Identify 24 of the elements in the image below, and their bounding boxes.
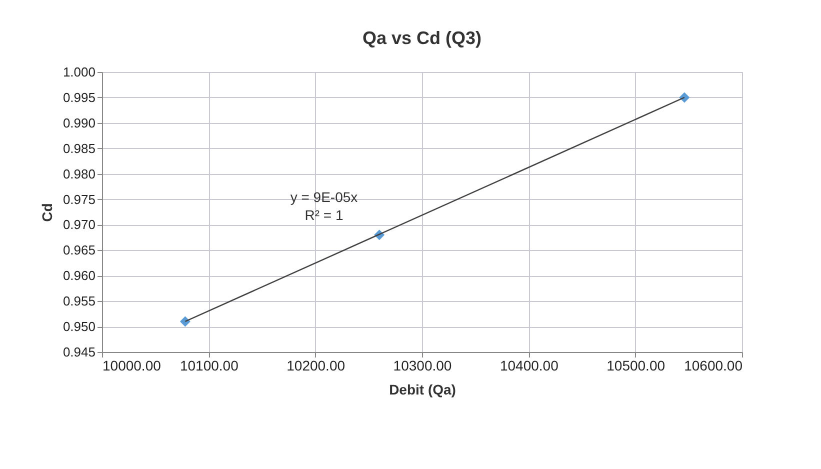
y-tick-label: 1.000 [62, 64, 96, 80]
y-tick-label: 0.995 [62, 90, 96, 105]
y-tick-label: 0.950 [62, 319, 96, 334]
y-tick-label: 0.980 [62, 166, 96, 182]
x-tick-label: 10300.00 [393, 358, 452, 374]
x-tick-label: 10200.00 [286, 358, 346, 374]
annotation: R² = 1 [304, 207, 344, 223]
y-tick-label: 0.965 [62, 242, 96, 258]
x-tick-label: 10600.00 [684, 358, 743, 374]
y-tick-label: 0.985 [62, 140, 96, 156]
y-axis-title: Cd [38, 203, 55, 222]
x-tick-label: 10100.00 [180, 358, 239, 374]
chart-title: Qa vs Cd (Q3) [362, 28, 482, 48]
y-tick-label: 0.955 [62, 294, 96, 309]
y-tick-label: 0.945 [62, 344, 96, 360]
y-tick-label: 0.970 [62, 217, 96, 232]
y-tick-label: 0.990 [62, 115, 96, 130]
x-tick-label: 10000.00 [102, 358, 162, 374]
y-tick-label: 0.960 [62, 268, 96, 284]
y-tick-label: 0.975 [62, 192, 96, 207]
x-axis-title: Debit (Qa) [389, 382, 456, 398]
x-tick-label: 10500.00 [606, 358, 666, 374]
x-tick-label: 10400.00 [500, 358, 559, 374]
annotation: y = 9E-05x [290, 189, 358, 205]
